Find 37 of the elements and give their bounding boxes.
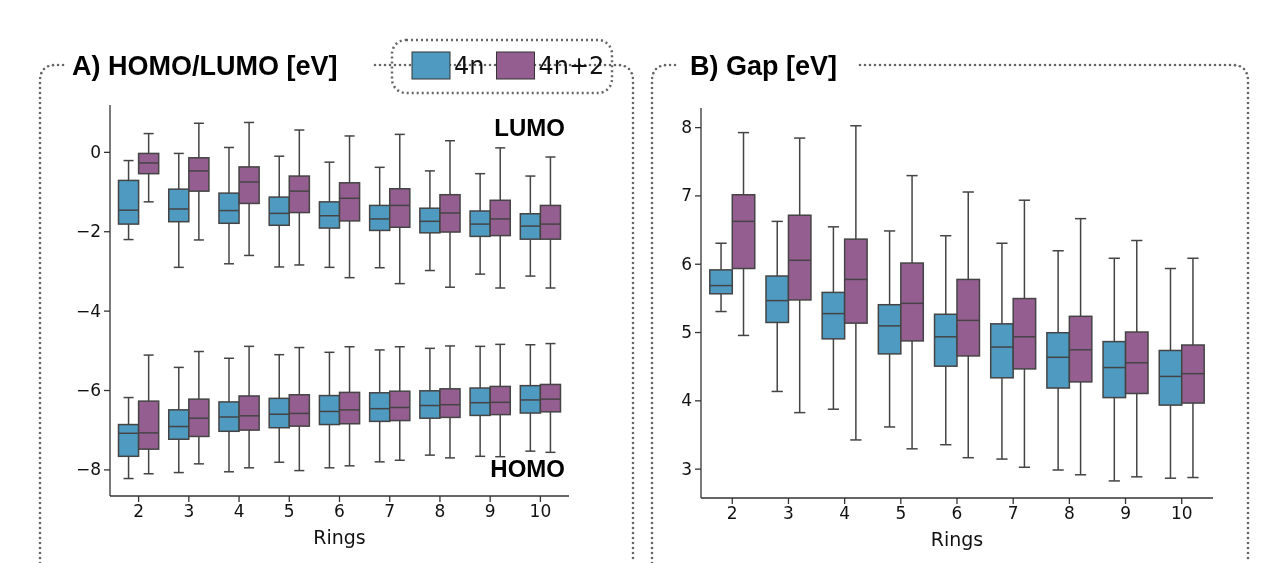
x-tick-label: 2 — [133, 501, 145, 522]
x-tick-label: 6 — [334, 501, 345, 522]
x-tick-label: 3 — [183, 501, 195, 522]
x-tick-label: 3 — [783, 503, 794, 524]
legend-label: 4n+2 — [538, 52, 605, 80]
y-tick-label: −6 — [75, 379, 101, 400]
y-tick-label: 8 — [681, 117, 692, 138]
x-tick-label: 7 — [1007, 503, 1019, 524]
annotation: LUMO — [494, 114, 565, 142]
x-tick-label: 9 — [1120, 503, 1131, 524]
x-tick-label: 8 — [1063, 503, 1075, 524]
x-tick-label: 6 — [951, 503, 963, 524]
x-tick-label: 9 — [484, 501, 496, 522]
x-tick-label: 5 — [283, 501, 295, 522]
y-tick-label: −2 — [75, 221, 101, 242]
annotation: HOMO — [490, 455, 565, 483]
y-tick-label: 3 — [681, 458, 692, 479]
y-tick-label: −8 — [75, 459, 101, 480]
y-tick-label: 7 — [681, 185, 692, 206]
x-tick-label: 10 — [1170, 503, 1193, 524]
x-tick-label: 4 — [233, 501, 245, 522]
y-tick-label: 5 — [681, 321, 692, 342]
x-axis-title: Rings — [313, 526, 366, 548]
chart-title: B) Gap [eV] — [690, 51, 838, 81]
y-tick-label: 6 — [681, 253, 692, 274]
x-tick-label: 2 — [726, 503, 738, 524]
x-tick-label: 10 — [529, 501, 552, 522]
legend-label: 4n — [454, 52, 485, 80]
x-tick-label: 8 — [434, 501, 446, 522]
x-tick-label: 7 — [384, 501, 396, 522]
chart-title: A) HOMO/LUMO [eV] — [72, 51, 338, 81]
y-tick-label: 0 — [90, 141, 101, 162]
y-tick-label: 4 — [681, 390, 692, 411]
y-tick-label: −4 — [75, 300, 101, 321]
x-tick-label: 4 — [839, 503, 851, 524]
x-tick-label: 5 — [895, 503, 907, 524]
x-axis-title: Rings — [930, 528, 984, 550]
